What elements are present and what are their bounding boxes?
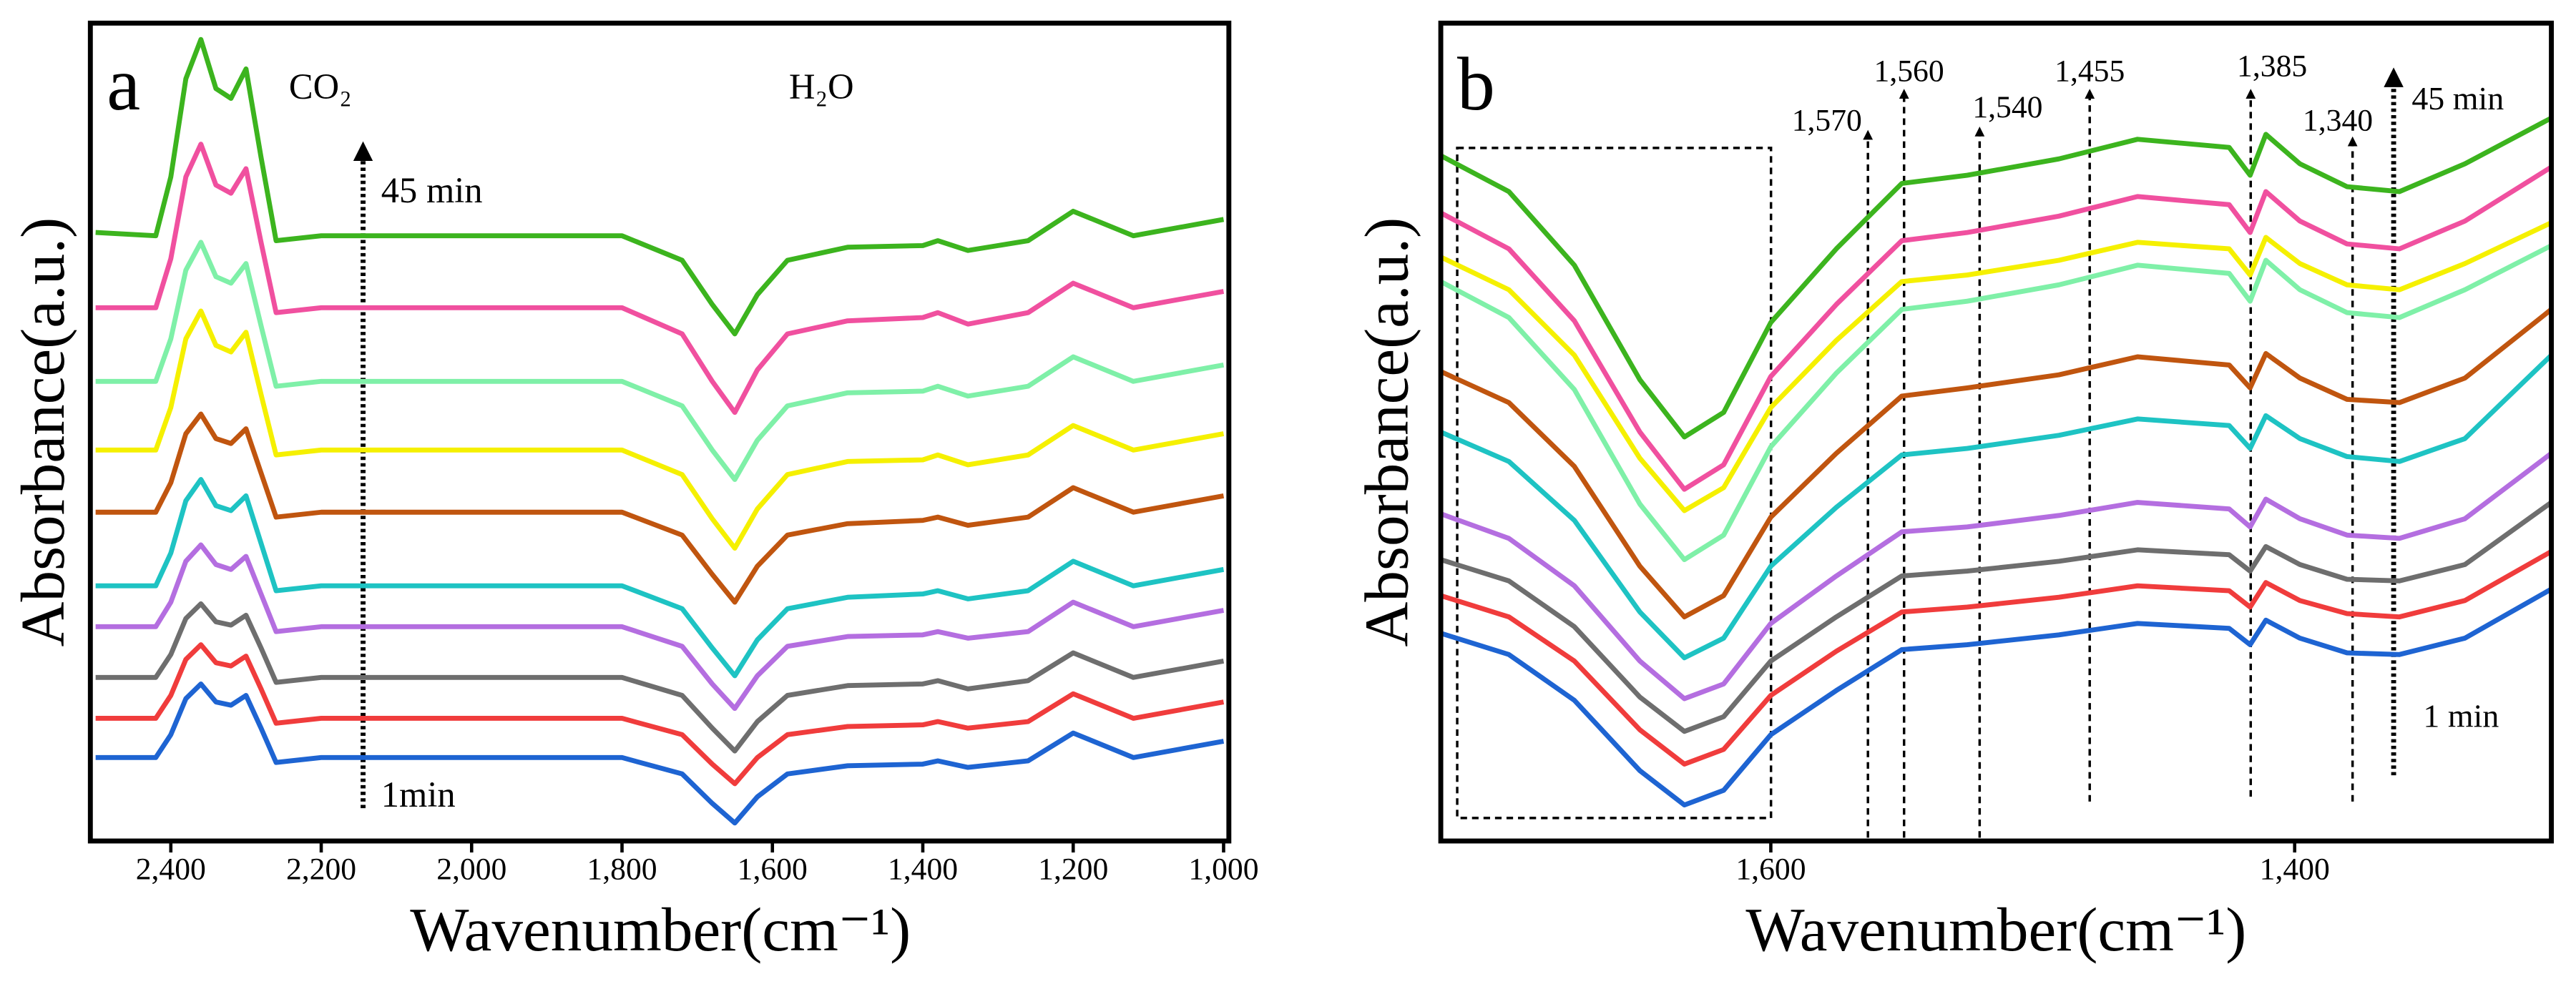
- x-tick-label: 1,600: [1735, 852, 1806, 887]
- annotation: 1,340: [2303, 103, 2373, 137]
- spectrum-line: [1439, 451, 2553, 702]
- x-tick-label: 2,200: [286, 852, 356, 887]
- spectrum-line: [1439, 115, 2553, 440]
- panel-label: b: [1457, 42, 1495, 126]
- annotation: CO₂: [289, 67, 352, 107]
- annotation: 1,540: [1972, 90, 2042, 124]
- spectrum-line: [95, 642, 1225, 787]
- x-tick-label: 1,400: [888, 852, 958, 887]
- spectrum-line: [1439, 243, 2553, 563]
- x-axis-label: Wavenumber(cm⁻¹): [1745, 895, 2246, 964]
- x-axis-label: Wavenumber(cm⁻¹): [410, 895, 911, 964]
- x-tick-label: 1,000: [1188, 852, 1258, 887]
- plot-frame: [87, 20, 1232, 844]
- spectrum-line: [1439, 307, 2553, 620]
- annotation: H₂O: [789, 67, 854, 107]
- spectrum-line: [1440, 549, 2553, 767]
- annotation: 1,455: [2055, 54, 2125, 89]
- annotation: 1min: [381, 774, 456, 815]
- spectrum-line: [1440, 500, 2553, 734]
- x-tick-label: 1,600: [738, 852, 808, 887]
- spectrum-line: [95, 477, 1225, 679]
- y-axis-label: Absorbance(a.u.): [1352, 217, 1421, 647]
- panel-label: a: [107, 42, 140, 126]
- annotation: 1,385: [2237, 49, 2307, 84]
- dashed-box: [1456, 147, 1773, 820]
- x-tick-label: 2,400: [136, 852, 206, 887]
- annotation: 1,570: [1792, 103, 1862, 137]
- spectrum-line: [95, 36, 1225, 337]
- annotation: 1,560: [1874, 54, 1944, 89]
- spectrum-line: [95, 308, 1225, 551]
- spectrum-line: [1439, 353, 2553, 661]
- annotation: 1 min: [2423, 698, 2499, 734]
- spectrum-line: [95, 240, 1225, 482]
- y-axis-label: Absorbance(a.u.): [8, 217, 77, 647]
- spectrum-line: [1439, 220, 2553, 513]
- spectrum-line: [95, 142, 1225, 415]
- spectrum-line: [95, 542, 1225, 712]
- spectrum-line: [95, 681, 1225, 826]
- plot-frame: [1438, 20, 2554, 844]
- x-tick-label: 1,400: [2260, 852, 2330, 887]
- spectrum-line: [1440, 586, 2553, 808]
- x-tick-label: 1,800: [587, 852, 657, 887]
- x-tick-label: 1,200: [1038, 852, 1108, 887]
- annotation: 45 min: [2411, 80, 2504, 117]
- spectrum-line: [95, 411, 1225, 605]
- annotation: 45 min: [381, 170, 483, 210]
- spectrum-line: [95, 601, 1225, 754]
- x-tick-label: 2,000: [436, 852, 506, 887]
- spectrum-line: [1439, 164, 2553, 492]
